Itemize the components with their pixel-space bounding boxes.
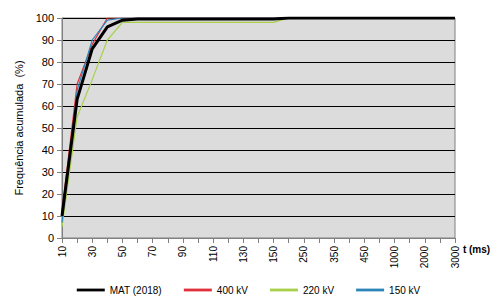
svg-text:70: 70 (147, 246, 158, 258)
svg-text:3000: 3000 (450, 246, 461, 269)
svg-text:350: 350 (329, 246, 340, 263)
svg-text:60: 60 (42, 100, 54, 112)
svg-text:90: 90 (177, 246, 188, 258)
svg-text:110: 110 (208, 246, 219, 262)
svg-text:40: 40 (42, 144, 54, 156)
svg-text:2000: 2000 (419, 246, 430, 269)
svg-text:100: 100 (36, 12, 54, 24)
svg-text:250: 250 (298, 246, 309, 263)
svg-text:30: 30 (87, 246, 98, 258)
svg-text:70: 70 (42, 78, 54, 90)
svg-text:1000: 1000 (389, 246, 400, 269)
svg-text:450: 450 (359, 246, 370, 263)
svg-text:20: 20 (42, 188, 54, 200)
svg-text:90: 90 (42, 34, 54, 46)
svg-text:10: 10 (57, 246, 68, 258)
svg-text:400 kV: 400 kV (217, 285, 248, 296)
svg-text:150 kV: 150 kV (389, 285, 420, 296)
svg-text:220 kV: 220 kV (303, 285, 334, 296)
svg-text:80: 80 (42, 56, 54, 68)
svg-text:130: 130 (238, 246, 249, 263)
svg-text:t (ms): t (ms) (463, 244, 490, 255)
svg-text:50: 50 (42, 122, 54, 134)
svg-text:10: 10 (42, 210, 54, 222)
svg-text:150: 150 (268, 246, 279, 263)
svg-text:MAT (2018): MAT (2018) (110, 285, 162, 296)
svg-text:0: 0 (48, 232, 54, 244)
svg-text:50: 50 (117, 246, 128, 258)
svg-text:Frequência acumulada (%): Frequência acumulada (%) (13, 60, 25, 195)
svg-text:30: 30 (42, 166, 54, 178)
